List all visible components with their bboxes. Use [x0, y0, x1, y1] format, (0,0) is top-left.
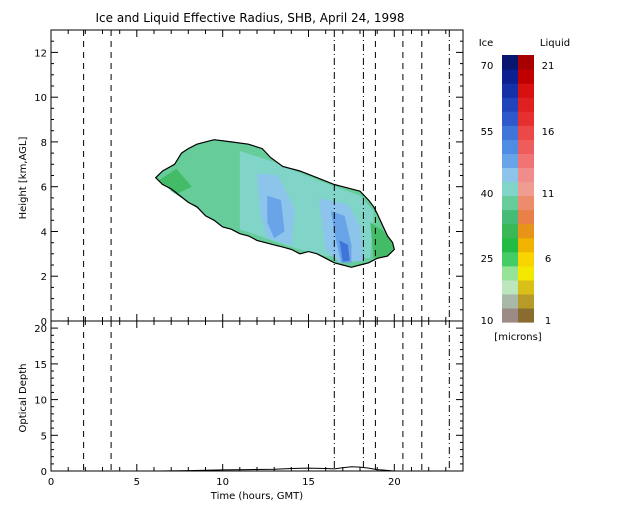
bottom-ytick-label-3: 15: [34, 360, 47, 371]
liquid-swatch-4: [518, 251, 534, 267]
liquid-tick-2: 11: [542, 189, 555, 200]
liquid-swatch-8: [518, 195, 534, 211]
ice-tick-3: 25: [481, 254, 494, 265]
ice-swatch-8: [502, 195, 518, 211]
liquid-tick-1: 16: [542, 127, 555, 138]
top-ytick-label-5: 10: [34, 93, 47, 104]
cloud-layer: [155, 139, 395, 268]
ice-swatch-0: [502, 307, 518, 323]
liquid-swatch-13: [518, 125, 534, 140]
liquid-tick-3: 6: [545, 254, 551, 265]
liquid-swatch-18: [518, 55, 534, 70]
cloud-region-0: [162, 146, 240, 227]
top-ytick-label-4: 8: [41, 138, 47, 149]
ice-swatch-5: [502, 237, 518, 253]
ice-tick-1: 55: [481, 127, 494, 138]
vertical-markers: [83, 30, 450, 471]
ice-swatch-2: [502, 279, 518, 295]
ice-swatch-6: [502, 223, 518, 239]
liquid-swatch-12: [518, 139, 534, 154]
liquid-swatch-10: [518, 167, 534, 183]
liquid-swatch-1: [518, 293, 534, 309]
ice-swatch-4: [502, 251, 518, 267]
ice-swatch-15: [502, 97, 518, 112]
chart-title: Ice and Liquid Effective Radius, SHB, Ap…: [96, 11, 405, 25]
top-ytick-label-6: 12: [34, 48, 47, 59]
liquid-swatch-5: [518, 237, 534, 253]
xlabel: Time (hours, GMT): [210, 491, 304, 502]
ice-tick-0: 70: [481, 61, 494, 72]
ice-tick-2: 40: [481, 189, 494, 200]
liquid-swatch-17: [518, 69, 534, 84]
ice-swatch-17: [502, 69, 518, 84]
ice-swatch-16: [502, 83, 518, 98]
top-ytick-label-3: 6: [41, 183, 47, 194]
colorbar-units-label: [microns]: [494, 332, 541, 343]
xtick-label-4: 20: [388, 477, 401, 488]
cloud-region-7: [370, 222, 395, 259]
cloud-region-3: [267, 195, 285, 239]
ice-swatch-12: [502, 139, 518, 154]
ice-swatch-10: [502, 167, 518, 183]
liquid-swatch-9: [518, 181, 534, 197]
liquid-swatch-15: [518, 97, 534, 112]
xtick-label-1: 5: [134, 477, 140, 488]
liquid-swatch-11: [518, 153, 534, 169]
liquid-swatch-16: [518, 83, 534, 98]
liquid-swatch-7: [518, 209, 534, 225]
colorbar: Ice Liquid [microns] 70 55 40 25 10 21 16 11 6 1: [479, 38, 570, 343]
top-ytick-label-2: 4: [41, 227, 47, 238]
ice-swatch-18: [502, 55, 518, 70]
bottom-ylabel: Optical Depth: [18, 364, 29, 433]
liquid-tick-4: 1: [545, 316, 551, 327]
bottom-ytick-label-2: 10: [34, 396, 47, 407]
top-ylabel: Height [km,AGL]: [18, 137, 29, 220]
cloud-region-8: [159, 168, 192, 194]
ice-swatch-1: [502, 293, 518, 309]
liquid-swatch-6: [518, 223, 534, 239]
bottom-ytick-label-4: 20: [34, 324, 47, 335]
liquid-swatch-3: [518, 265, 534, 281]
optical-depth-layer: [157, 466, 395, 472]
ice-swatch-7: [502, 209, 518, 225]
ice-tick-4: 10: [481, 316, 494, 327]
optical-depth-series-0: [157, 466, 395, 472]
cloud-outline: [154, 139, 395, 268]
bottom-ytick-label-0: 0: [41, 467, 47, 478]
ice-swatch-14: [502, 111, 518, 126]
top-ytick-label-0: 0: [41, 317, 47, 328]
top-ytick-label-1: 2: [41, 272, 47, 283]
colorbar-liquid-label: Liquid: [540, 38, 570, 49]
liquid-swatch-2: [518, 279, 534, 295]
ice-swatch-13: [502, 125, 518, 140]
xtick-label-2: 10: [216, 477, 229, 488]
ice-swatch-9: [502, 181, 518, 197]
liquid-swatch-0: [518, 307, 534, 323]
cloud-outline-layer: [154, 139, 395, 268]
liquid-tick-0: 21: [542, 61, 555, 72]
xtick-label-3: 15: [302, 477, 315, 488]
ice-swatch-11: [502, 153, 518, 169]
bottom-ytick-label-1: 5: [41, 431, 47, 442]
ice-swatch-3: [502, 265, 518, 281]
cloud-region-6: [339, 240, 350, 262]
liquid-swatch-14: [518, 111, 534, 126]
colorbar-ice-label: Ice: [479, 38, 494, 49]
xtick-label-0: 0: [48, 477, 54, 488]
